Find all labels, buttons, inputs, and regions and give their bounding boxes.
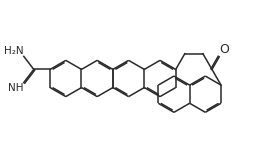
Text: H₂N: H₂N	[4, 46, 23, 56]
Text: O: O	[220, 43, 230, 57]
Text: NH: NH	[8, 83, 23, 93]
